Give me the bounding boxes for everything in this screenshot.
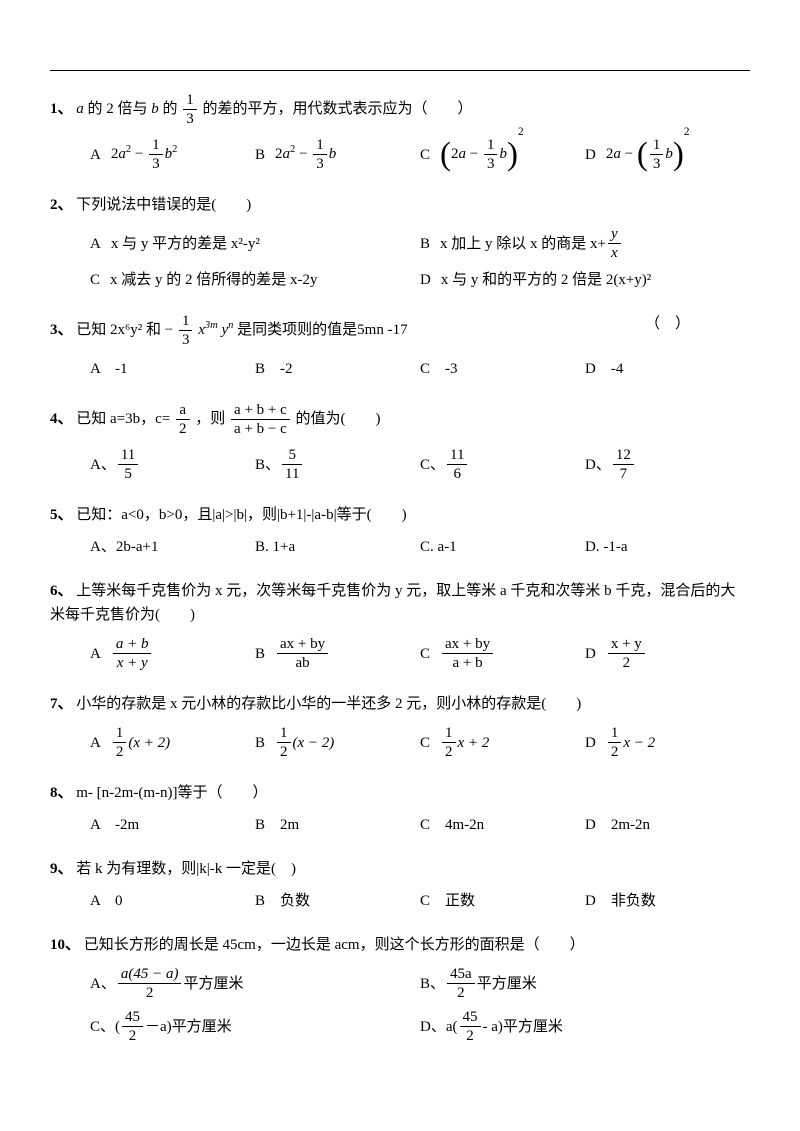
q6-opt-b: Bax + byab xyxy=(255,635,420,672)
q9-opt-d: D 非负数 xyxy=(585,889,750,913)
question-10: 10、 已知长方形的周长是 45cm，一边长是 acm，则这个长方形的面积是（ … xyxy=(50,933,750,957)
q3-opt-a: A -1 xyxy=(90,357,255,381)
q8-opt-c: C 4m-2n xyxy=(420,813,585,837)
question-4: 4、 已知 a=3b，c= a2 ，则 a + b + ca + b − c 的… xyxy=(50,401,750,438)
q10-options: A、 a(45 − a)2 平方厘米 B、 45a2 平方厘米 C、 ( 452… xyxy=(90,965,750,1051)
q6-opt-a: Aa + bx + y xyxy=(90,635,255,672)
q1-num: 1、 xyxy=(50,101,73,117)
q2-options: A x 与 y 平方的差是 x²-y² B x 加上 y 除以 x 的商是 x+… xyxy=(90,225,750,298)
q7-opt-a: A12(x + 2) xyxy=(90,724,255,761)
q8-opt-b: B 2m xyxy=(255,813,420,837)
q4-opt-a: A、115 xyxy=(90,446,255,483)
question-3: 3、 已知 2x⁶y² 和 − 13 x3m yn 是同类项则的值是5mn -1… xyxy=(50,312,750,349)
var-b: b xyxy=(151,101,159,117)
q3-opt-c: C -3 xyxy=(420,357,585,381)
q8-opt-a: A -2m xyxy=(90,813,255,837)
question-7: 7、 小华的存款是 x 元小林的存款比小华的一半还多 2 元，则小林的存款是( … xyxy=(50,692,750,716)
q1-text-c: 的差的平方，用代数式表示应为（ ） xyxy=(203,101,473,117)
q10-opt-b: B、 45a2 平方厘米 xyxy=(420,965,750,1002)
q2-opt-d: D x 与 y 和的平方的 2 倍是 2(x+y)² xyxy=(420,268,750,292)
q5-opt-c: C. a-1 xyxy=(420,535,585,559)
question-8: 8、 m- [n-2m-(m-n)]等于（ ） xyxy=(50,781,750,805)
q8-options: A -2m B 2m C 4m-2n D 2m-2n xyxy=(90,813,750,843)
q3-opt-b: B -2 xyxy=(255,357,420,381)
q1-text-a: 的 2 倍与 xyxy=(88,101,152,117)
question-2: 2、 下列说法中错误的是( ) xyxy=(50,193,750,217)
q8-opt-d: D 2m-2n xyxy=(585,813,750,837)
q9-options: A 0 B 负数 C 正数 D 非负数 xyxy=(90,889,750,919)
q1-options: A 2a2 − 13b2 B 2a2 − 13b C (2a − 13b)2 D… xyxy=(90,136,750,179)
frac-1-3: 13 xyxy=(183,91,197,128)
q3-opt-d: D -4 xyxy=(585,357,750,381)
q9-opt-b: B 负数 xyxy=(255,889,420,913)
q7-opt-c: C12x + 2 xyxy=(420,724,585,761)
q6-options: Aa + bx + y Bax + byab Cax + bya + b Dx … xyxy=(90,635,750,678)
q7-options: A12(x + 2) B12(x − 2) C12x + 2 D12x − 2 xyxy=(90,724,750,767)
question-1: 1、 a 的 2 倍与 b 的 13 的差的平方，用代数式表示应为（ ） xyxy=(50,91,750,128)
q10-opt-d: D、 a( 452 - a)平方厘米 xyxy=(420,1008,750,1045)
q7-opt-d: D12x − 2 xyxy=(585,724,750,761)
q3-options: A -1 B -2 C -3 D -4 xyxy=(90,357,750,387)
q6-opt-d: Dx + y2 xyxy=(585,635,750,672)
q4-opt-b: B、511 xyxy=(255,446,420,483)
q2-opt-c: C x 减去 y 的 2 倍所得的差是 x-2y xyxy=(90,268,420,292)
q1-opt-b: B 2a2 − 13b xyxy=(255,136,420,173)
q4-opt-d: D、127 xyxy=(585,446,750,483)
q2-opt-a: A x 与 y 平方的差是 x²-y² xyxy=(90,232,420,256)
q9-opt-a: A 0 xyxy=(90,889,255,913)
q1-text-b: 的 xyxy=(163,101,178,117)
q1-opt-c: C (2a − 13b)2 xyxy=(420,136,585,173)
q4-opt-c: C、116 xyxy=(420,446,585,483)
q1-opt-d: D 2a − (13b)2 xyxy=(585,136,750,173)
q10-opt-a: A、 a(45 − a)2 平方厘米 xyxy=(90,965,420,1002)
q1-opt-a: A 2a2 − 13b2 xyxy=(90,136,255,173)
q5-opt-a: A、2b-a+1 xyxy=(90,535,255,559)
question-9: 9、 若 k 为有理数，则|k|-k 一定是( ) xyxy=(50,857,750,881)
q2-opt-b: B x 加上 y 除以 x 的商是 x+ yx xyxy=(420,225,750,262)
q4-options: A、115 B、511 C、116 D、127 xyxy=(90,446,750,489)
q5-opt-b: B. 1+a xyxy=(255,535,420,559)
q5-opt-d: D. -1-a xyxy=(585,535,750,559)
question-6: 6、 上等米每千克售价为 x 元，次等米每千克售价为 y 元，取上等米 a 千克… xyxy=(50,579,750,627)
question-5: 5、 已知：a<0，b>0，且|a|>|b|，则|b+1|-|a-b|等于( ) xyxy=(50,503,750,527)
q7-opt-b: B12(x − 2) xyxy=(255,724,420,761)
q6-opt-c: Cax + bya + b xyxy=(420,635,585,672)
q9-opt-c: C 正数 xyxy=(420,889,585,913)
var-a: a xyxy=(76,101,84,117)
top-rule xyxy=(50,70,750,71)
q10-opt-c: C、 ( 452 －a)平方厘米 xyxy=(90,1008,420,1045)
q5-options: A、2b-a+1 B. 1+a C. a-1 D. -1-a xyxy=(90,535,750,565)
